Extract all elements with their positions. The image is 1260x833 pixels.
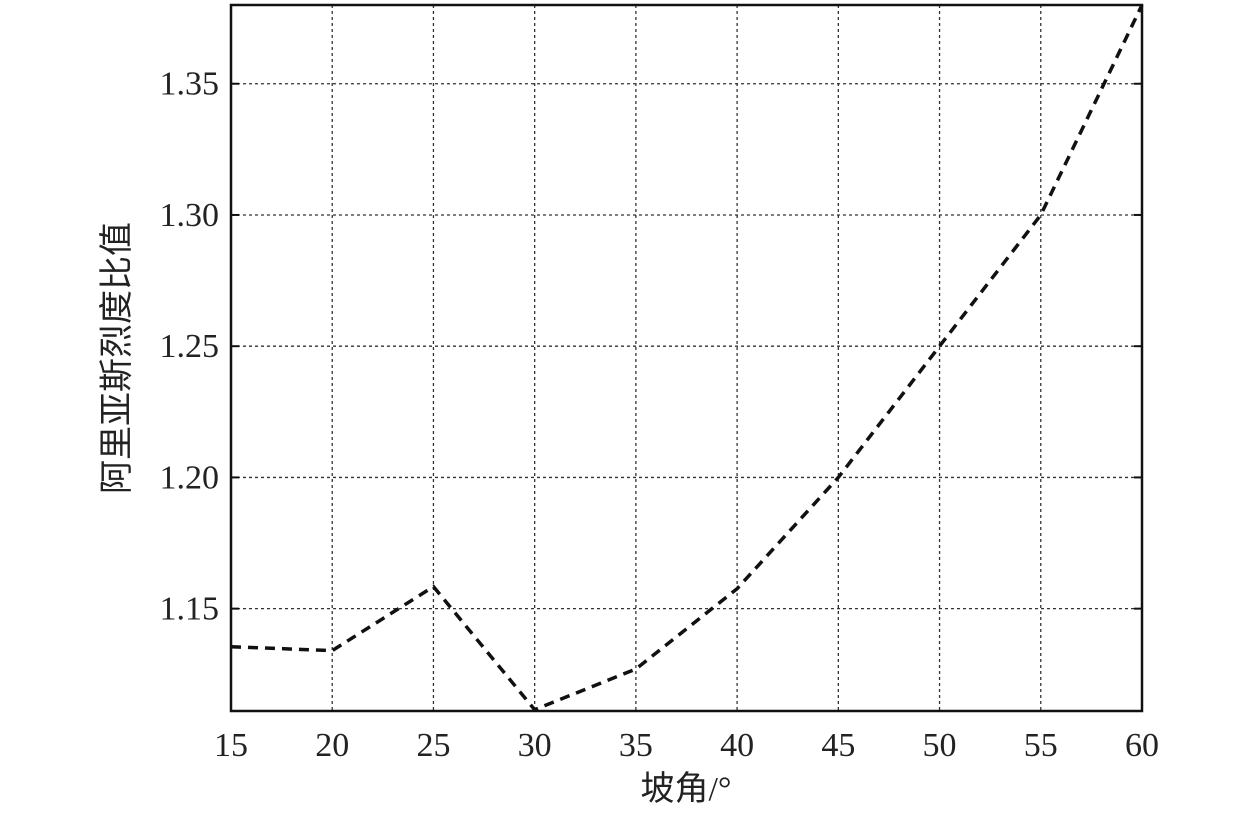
x-tick-label: 20	[315, 727, 349, 764]
line	[230, 4, 1144, 712]
x-tick-label: 40	[720, 727, 754, 764]
y-axis-label: 阿里亚斯烈度比值	[98, 222, 136, 494]
y-tick-label: 1.35	[160, 66, 220, 103]
y-tick-label: 1.20	[160, 459, 220, 496]
x-tick-label: 15	[214, 727, 248, 764]
x-tick-label: 50	[923, 727, 957, 764]
x-tick-label: 30	[518, 727, 552, 764]
x-tick-label: 35	[619, 727, 653, 764]
x-axis-label: 坡角/°	[640, 770, 731, 808]
x-tick-label: 55	[1024, 727, 1058, 764]
y-tick-label: 1.25	[160, 328, 220, 365]
y-tick-label: 1.30	[160, 197, 220, 234]
plot-frame	[229, 3, 1144, 713]
y-tick-label: 1.15	[160, 591, 220, 628]
x-tick-label: 45	[821, 727, 855, 764]
x-tick-label: 25	[416, 727, 450, 764]
x-tick-label: 60	[1125, 727, 1159, 764]
